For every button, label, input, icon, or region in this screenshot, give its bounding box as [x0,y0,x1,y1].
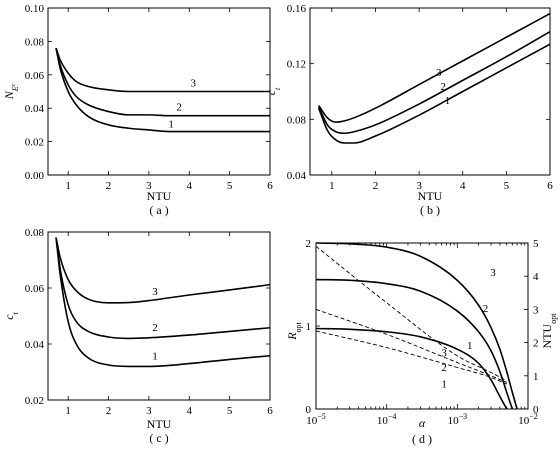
series-line-2 [55,237,271,340]
y-left-tick-label: 0 [306,404,312,416]
series-line-1 [317,43,551,144]
y-left-tick-label: 1 [306,321,312,333]
y-tick-label: 0.06 [25,283,45,295]
y-tick-label: 0.04 [25,339,45,351]
series-line-1 [55,47,270,133]
x-tick-label: 1 [329,180,335,192]
x-tick-label: 2 [106,405,112,417]
series-line-3 [55,47,270,93]
panel-caption: ( b ) [420,203,440,217]
x-tick-label: 3 [146,405,152,417]
panel-caption: ( a ) [149,203,168,217]
curve-label-3: 3 [441,348,447,360]
y-axis-label: ct [264,87,282,95]
y-right-tick-label: 5 [533,238,539,250]
panel-caption: ( c ) [149,431,168,445]
x-tick-label: 2 [106,180,112,192]
x-tick-label: 1 [65,180,71,192]
y-axis-label: ct [2,311,20,319]
curve-label-2: 2 [176,102,182,114]
dashed-series-line-1 [315,330,507,385]
y-right-axis-label: NTUopt [540,313,558,349]
x-tick-label: 10−4 [377,412,397,427]
x-tick-label: 3 [146,180,152,192]
curve-label-1: 1 [467,340,473,352]
y-right-tick-label: 4 [533,271,539,283]
y-right-tick-label: 2 [533,338,539,350]
curve-label-2: 2 [483,303,489,315]
curve-label-1: 1 [152,350,158,362]
series-line-2 [315,278,514,410]
x-tick-label: 4 [460,180,466,192]
y-right-tick-label: 1 [533,371,539,383]
chart-panel-a: 1 2 3 4 5 60.000.020.040.060.080.10NTUNEc123(… [2,3,273,217]
plot-frame [47,231,271,401]
x-tick-label: 6 [547,180,553,192]
series-line-2 [55,47,270,117]
curve-label-2: 2 [440,81,446,93]
curve-label-3: 3 [436,67,442,79]
series-line-3 [318,12,551,123]
y-tick-label: 0.02 [25,395,44,407]
x-tick-label: 3 [416,180,422,192]
y-left-axis-label: Ropt [285,321,303,340]
curve-label-1: 1 [441,378,447,390]
x-tick-label: 6 [267,180,273,192]
curve-label-3: 3 [152,286,158,298]
x-tick-label: 4 [187,405,193,417]
curve-label-1: 1 [445,95,451,107]
curve-label-2: 2 [152,322,158,334]
series-line-3 [55,237,271,304]
y-tick-label: 0.06 [25,70,45,82]
x-axis-label: NTU [147,417,172,431]
y-tick-label: 0.08 [287,114,307,126]
y-left-tick-label: 2 [306,238,312,250]
chart-panel-c: 1 2 3 4 5 6 0.02 0.04 0.06 0.08 NTU ct 1 2 3 ( c ) [2,227,273,445]
x-tick-label: 5 [227,405,233,417]
panel-caption: ( d ) [412,432,432,446]
plot-frame [309,7,551,176]
dashed-series-line-3 [315,245,507,382]
series-line-2 [318,30,551,135]
series-line-3 [315,242,518,410]
y-tick-label: 0.10 [25,3,45,15]
x-axis-label: α [419,416,426,430]
series-line-1 [55,237,271,368]
y-right-tick-label: 0 [533,404,539,416]
y-tick-label: 0.12 [287,59,306,71]
y-tick-label: 0.04 [287,170,307,182]
x-tick-label: 1 [65,405,71,417]
x-tick-label: 10−3 [448,412,468,427]
x-tick-label: 5 [227,180,233,192]
y-right-tick-label: 3 [533,304,539,316]
y-tick-label: 0.02 [25,137,44,149]
x-tick-label: 2 [373,180,379,192]
curve-label-3: 3 [490,267,496,279]
y-axis-label: NEc [2,83,20,100]
x-tick-label: 5 [504,180,510,192]
x-tick-label: 6 [267,405,273,417]
curve-label-1: 1 [168,118,174,130]
x-tick-label: 4 [187,180,193,192]
curve-label-2: 2 [441,362,447,374]
y-tick-label: 0.04 [25,103,45,115]
dashed-series-line-2 [315,308,507,383]
y-tick-label: 0.16 [287,3,307,15]
curve-label-3: 3 [191,77,197,89]
y-tick-label: 0.00 [25,170,45,182]
chart-panel-b: 1 2 3 4 5 6 0.04 0.08 0.12 0.16 NTU ct 1 2 3 ( b ) [264,3,553,217]
series-line-1 [315,327,508,410]
x-axis-label: NTU [418,189,443,203]
y-tick-label: 0.08 [25,227,45,239]
y-tick-label: 0.08 [25,36,45,48]
x-axis-label: NTU [147,189,172,203]
plot-frame [315,242,529,410]
